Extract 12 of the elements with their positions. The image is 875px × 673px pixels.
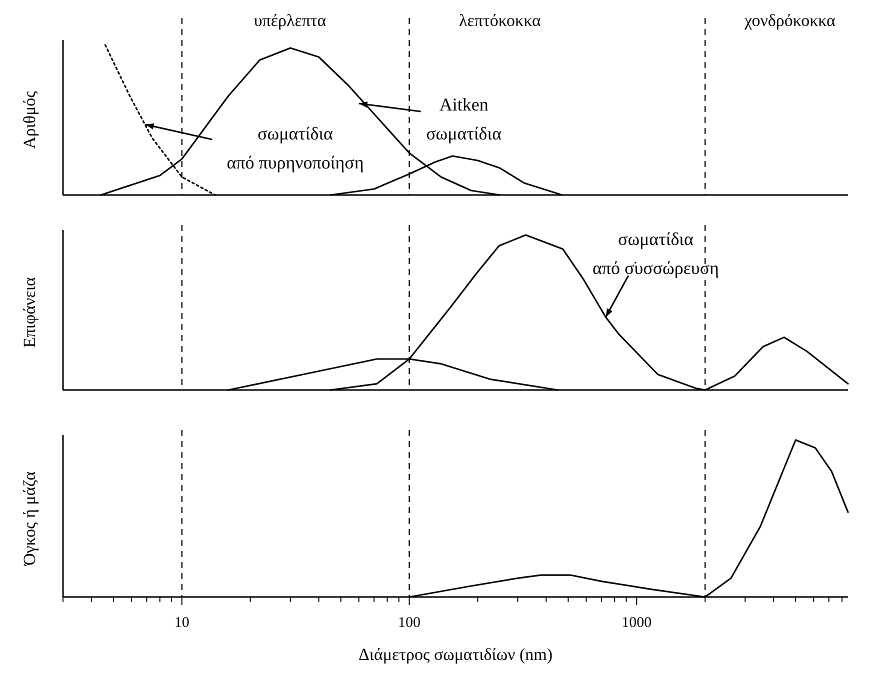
x-tick-label: 100 <box>398 615 421 631</box>
y-axis-title: Επιφάνεια <box>20 277 39 348</box>
annotation: Aitken σωματίδια <box>426 94 502 144</box>
y-axis-title: Όγκος ή μάζα <box>20 471 39 566</box>
y-axis-title: Αριθμός <box>20 90 39 149</box>
text: υπέρλεπτα <box>254 11 326 30</box>
text: χονδρόκοκκα <box>744 11 836 30</box>
annotation: σωματίδια από πυρηνοποίηση <box>226 124 364 172</box>
x-tick-label: 1000 <box>622 615 652 631</box>
text: λεπτόκοκκα <box>459 11 542 30</box>
x-tick-label: 10 <box>174 615 190 631</box>
x-axis-title: Διάμετρος σωματιδίων (nm) <box>358 645 552 664</box>
